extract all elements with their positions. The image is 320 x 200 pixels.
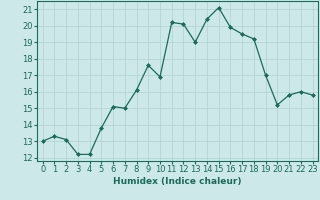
X-axis label: Humidex (Indice chaleur): Humidex (Indice chaleur) (113, 177, 242, 186)
